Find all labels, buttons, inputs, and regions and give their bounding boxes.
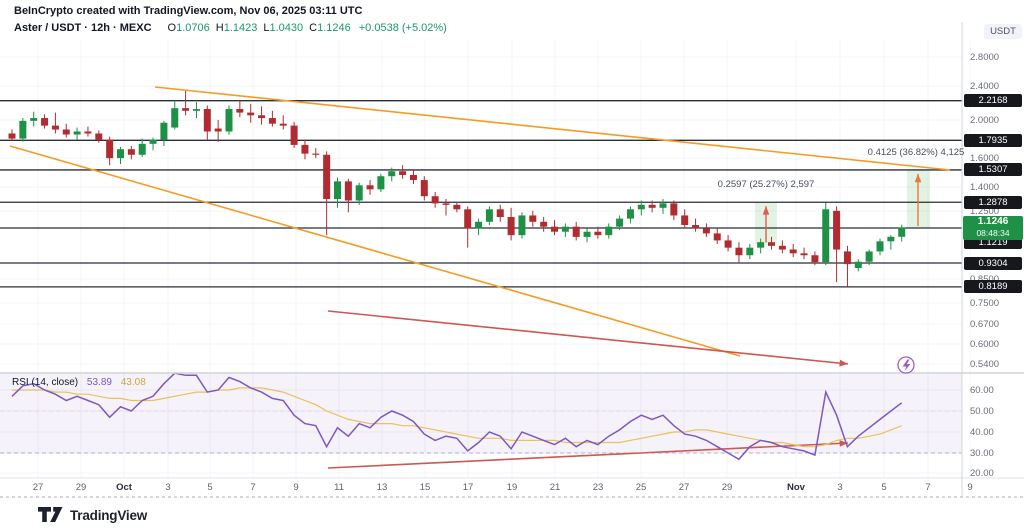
trendline-lower[interactable] bbox=[9, 145, 741, 357]
time-tick: Oct bbox=[116, 482, 132, 493]
current-price: 1.1246 bbox=[977, 216, 1009, 227]
price-tick: 2.4000 bbox=[970, 81, 1000, 92]
price-tick: 0.6000 bbox=[970, 339, 1000, 350]
measurement-label-2[interactable]: 0.4125 (36.82%) 4,125 bbox=[867, 147, 965, 158]
rsi-tick: 40.00 bbox=[970, 427, 994, 438]
time-tick: 7 bbox=[250, 482, 256, 493]
price-level-label: 1.5307 bbox=[964, 163, 1022, 177]
lightning-marker-icon[interactable] bbox=[897, 356, 915, 374]
time-tick: 21 bbox=[549, 482, 561, 493]
currency-label: USDT bbox=[984, 24, 1022, 39]
high-label: H bbox=[215, 22, 224, 34]
time-tick: Nov bbox=[787, 482, 805, 493]
symbol-title[interactable]: Aster / USDT · 12h · MEXC bbox=[14, 22, 152, 34]
rsi-ma-value: 43.08 bbox=[120, 377, 146, 388]
price-tick: 0.5400 bbox=[970, 359, 1000, 370]
rsi-title[interactable]: RSI (14, close) bbox=[12, 377, 79, 388]
price-tick: 2.8000 bbox=[970, 52, 1000, 63]
time-tick: 17 bbox=[462, 482, 474, 493]
tradingview-logo[interactable]: TradingView bbox=[38, 506, 147, 524]
price-level-label: 2.2168 bbox=[964, 94, 1022, 108]
rsi-tick: 60.00 bbox=[970, 385, 994, 396]
time-tick: 7 bbox=[925, 482, 931, 493]
trendline-upper[interactable] bbox=[154, 86, 951, 171]
price-level-label: 1.2878 bbox=[964, 195, 1022, 209]
symbol-header: Aster / USDT · 12h · MEXC O1.0706 H1.1423 L… bbox=[14, 22, 447, 34]
price-tick: 1.2500 bbox=[970, 206, 1000, 217]
close-value: 1.1246 bbox=[317, 22, 351, 34]
watermark-credit: BeInCrypto created with TradingView.com,… bbox=[14, 5, 363, 17]
time-tick: 9 bbox=[967, 482, 973, 493]
time-tick: 3 bbox=[165, 482, 171, 493]
trend-arrow-2[interactable] bbox=[327, 440, 849, 469]
price-level-label: 0.8189 bbox=[964, 280, 1022, 294]
price-tick: 0.6700 bbox=[970, 319, 1000, 330]
time-tick: 19 bbox=[506, 482, 518, 493]
rsi-tick: 30.00 bbox=[970, 448, 994, 459]
time-tick: 29 bbox=[721, 482, 733, 493]
time-tick: 27 bbox=[678, 482, 690, 493]
open-value: 1.0706 bbox=[176, 22, 210, 34]
time-tick: 3 bbox=[837, 482, 843, 493]
tradingview-logo-icon bbox=[38, 507, 63, 522]
bar-countdown: 08:48:34 bbox=[976, 228, 1010, 238]
rsi-ma-line bbox=[12, 387, 902, 448]
open-label: O bbox=[167, 22, 177, 34]
rsi-legend: RSI (14, close) 53.89 43.08 bbox=[12, 377, 146, 388]
rsi-line bbox=[11, 372, 903, 461]
trend-arrow-1[interactable] bbox=[327, 310, 849, 367]
rsi-tick: 50.00 bbox=[970, 406, 994, 417]
measurement-label-1[interactable]: 0.2597 (25.27%) 2,597 bbox=[717, 179, 815, 190]
time-tick: 13 bbox=[376, 482, 388, 493]
current-price-badge: 1.1246 08:48:34 bbox=[963, 216, 1023, 240]
time-tick: 5 bbox=[881, 482, 887, 493]
time-tick: 9 bbox=[293, 482, 299, 493]
high-value: 1.1423 bbox=[223, 22, 258, 34]
time-tick: 27 bbox=[32, 482, 44, 493]
time-tick: 23 bbox=[592, 482, 604, 493]
close-label: C bbox=[309, 22, 318, 34]
price-tick: 0.7500 bbox=[970, 298, 1000, 309]
time-tick: 5 bbox=[207, 482, 213, 493]
price-tick: 1.4000 bbox=[970, 182, 1000, 193]
time-tick: 15 bbox=[419, 482, 431, 493]
price-tick: 2.0000 bbox=[970, 115, 1000, 126]
rsi-value: 53.89 bbox=[86, 377, 112, 388]
change-value: +0.0538 (+5.02%) bbox=[358, 22, 447, 34]
tradingview-logo-text: TradingView bbox=[70, 507, 148, 523]
time-tick: 29 bbox=[75, 482, 87, 493]
rsi-tick: 20.00 bbox=[970, 468, 994, 479]
price-tick: 0.8500 bbox=[970, 274, 999, 285]
price-level-label: 0.9304 bbox=[964, 256, 1022, 270]
price-tick: 1.6000 bbox=[970, 153, 1000, 164]
price-level-label: 1.7935 bbox=[964, 133, 1022, 147]
low-value: 1.0430 bbox=[269, 22, 304, 34]
time-tick: 25 bbox=[635, 482, 647, 493]
time-tick: 11 bbox=[334, 482, 344, 493]
candles-layer bbox=[8, 89, 906, 287]
low-label: L bbox=[263, 22, 270, 34]
